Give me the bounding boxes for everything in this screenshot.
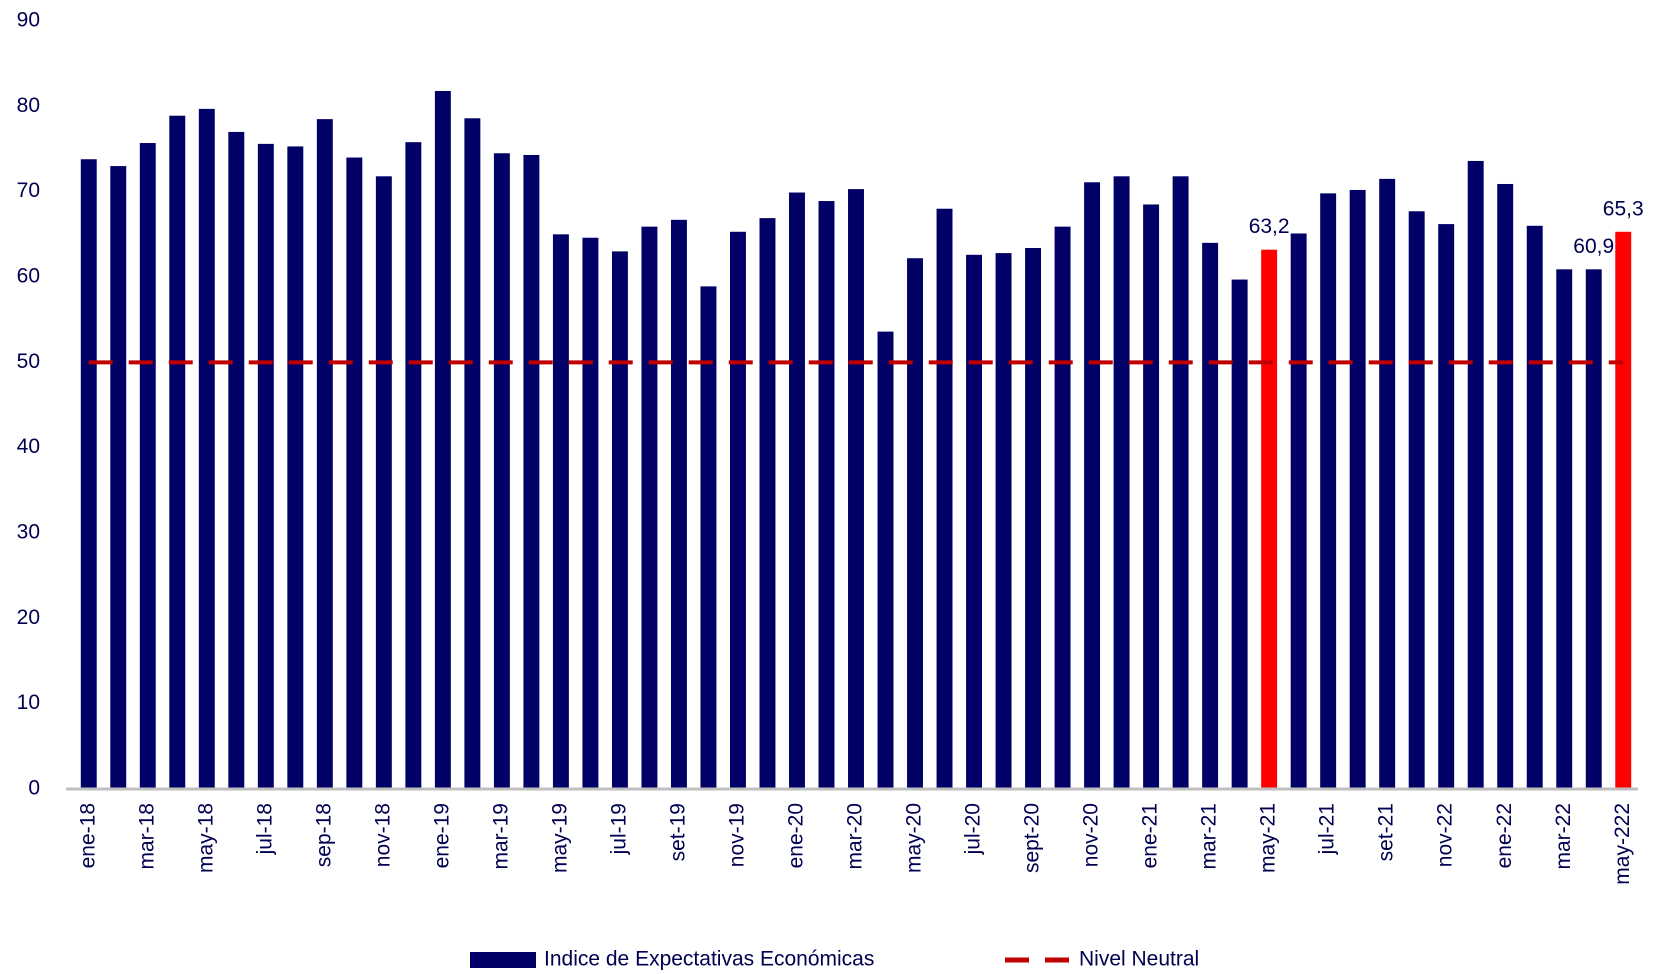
bar bbox=[1467, 160, 1484, 790]
y-tick-label: 50 bbox=[17, 350, 40, 373]
legend-label: Indice de Expectativas Económicas bbox=[544, 948, 874, 971]
bar bbox=[198, 108, 215, 790]
x-tick-label: sep-18 bbox=[312, 803, 335, 867]
x-tick-label: sept-20 bbox=[1021, 803, 1044, 873]
bar bbox=[228, 131, 245, 789]
x-tick-label: ene-20 bbox=[785, 803, 808, 868]
bar bbox=[287, 146, 304, 789]
bar bbox=[1615, 231, 1632, 790]
bar bbox=[80, 159, 97, 790]
x-tick-label: mar-22 bbox=[1552, 803, 1575, 870]
bar bbox=[848, 189, 864, 789]
bar bbox=[641, 226, 658, 790]
x-tick-label: jul-20 bbox=[962, 803, 985, 855]
x-tick-label: jul-18 bbox=[253, 803, 276, 855]
bar bbox=[375, 176, 392, 790]
bar bbox=[1261, 249, 1278, 789]
bar bbox=[759, 218, 776, 789]
x-tick-label: may-222 bbox=[1611, 803, 1634, 885]
x-tick-label: set-21 bbox=[1375, 803, 1398, 861]
x-tick-label: nov-20 bbox=[1080, 803, 1103, 867]
y-tick-label: 10 bbox=[17, 691, 40, 714]
y-tick-label: 0 bbox=[28, 777, 40, 800]
bar bbox=[1379, 178, 1396, 789]
bar bbox=[1113, 176, 1130, 790]
value-label: 60,9 bbox=[1573, 235, 1614, 258]
bar bbox=[1143, 204, 1160, 789]
y-tick-label: 80 bbox=[17, 94, 40, 117]
x-tick-label: mar-20 bbox=[844, 803, 867, 870]
bar bbox=[1408, 211, 1425, 789]
y-tick-label: 90 bbox=[17, 9, 40, 32]
x-tick-label: may-19 bbox=[548, 803, 571, 873]
y-tick-label: 60 bbox=[17, 265, 40, 288]
bar bbox=[1585, 269, 1602, 789]
bar bbox=[936, 208, 953, 789]
value-label: 63,2 bbox=[1249, 215, 1290, 238]
bar bbox=[523, 154, 540, 789]
x-tick-label: mar-19 bbox=[489, 803, 512, 870]
x-tick-label: mar-18 bbox=[135, 803, 158, 870]
bar bbox=[1556, 269, 1573, 789]
x-tick-label: set-19 bbox=[666, 803, 689, 861]
x-tick-label: may-20 bbox=[903, 803, 926, 873]
bar bbox=[1438, 224, 1455, 790]
bar bbox=[405, 142, 422, 789]
bar bbox=[907, 258, 923, 789]
x-tick-label: ene-22 bbox=[1493, 803, 1516, 868]
legend-label: Nivel Neutral bbox=[1079, 948, 1199, 971]
bar bbox=[966, 254, 983, 789]
y-tick-label: 70 bbox=[17, 179, 40, 202]
bar bbox=[789, 192, 805, 789]
bar bbox=[700, 286, 717, 789]
value-label: 65,3 bbox=[1603, 197, 1644, 220]
bar bbox=[464, 118, 481, 789]
bar bbox=[316, 119, 333, 790]
bar bbox=[818, 201, 835, 789]
x-tick-label: ene-18 bbox=[76, 803, 99, 868]
bar bbox=[434, 90, 451, 790]
bar bbox=[1172, 176, 1189, 790]
y-tick-label: 20 bbox=[17, 606, 40, 629]
bar bbox=[493, 153, 510, 789]
x-tick-label: mar-21 bbox=[1198, 803, 1221, 870]
bar bbox=[1084, 182, 1101, 789]
bar bbox=[877, 331, 894, 789]
bar bbox=[611, 251, 628, 789]
bar bbox=[552, 234, 569, 790]
bar bbox=[1349, 189, 1366, 789]
x-tick-label: nov-22 bbox=[1434, 803, 1457, 867]
bar bbox=[1231, 279, 1248, 789]
bar bbox=[670, 219, 687, 789]
y-tick-label: 30 bbox=[17, 521, 40, 544]
bar bbox=[729, 231, 746, 790]
bar bbox=[346, 157, 363, 790]
y-tick-label: 40 bbox=[17, 435, 40, 458]
bar bbox=[1202, 242, 1219, 789]
bar bbox=[110, 166, 127, 790]
bar bbox=[582, 237, 599, 789]
bar bbox=[1320, 193, 1337, 789]
bar bbox=[1054, 226, 1071, 790]
bar bbox=[1497, 183, 1514, 789]
legend-swatch bbox=[470, 952, 536, 968]
x-tick-label: may-18 bbox=[194, 803, 217, 873]
x-tick-label: jul-19 bbox=[607, 803, 630, 855]
x-tick-label: nov-19 bbox=[726, 803, 749, 867]
x-tick-label: ene-21 bbox=[1139, 803, 1162, 868]
x-tick-label: may-21 bbox=[1257, 803, 1280, 873]
bar bbox=[1025, 247, 1042, 789]
bar bbox=[139, 143, 156, 789]
x-tick-label: nov-18 bbox=[371, 803, 394, 867]
bar bbox=[1290, 233, 1307, 790]
x-tick-label: jul-21 bbox=[1316, 803, 1339, 855]
bar bbox=[1526, 225, 1543, 790]
bar bbox=[995, 253, 1012, 789]
bar bbox=[169, 115, 186, 790]
x-tick-label: ene-19 bbox=[430, 803, 453, 868]
bar bbox=[257, 143, 274, 789]
